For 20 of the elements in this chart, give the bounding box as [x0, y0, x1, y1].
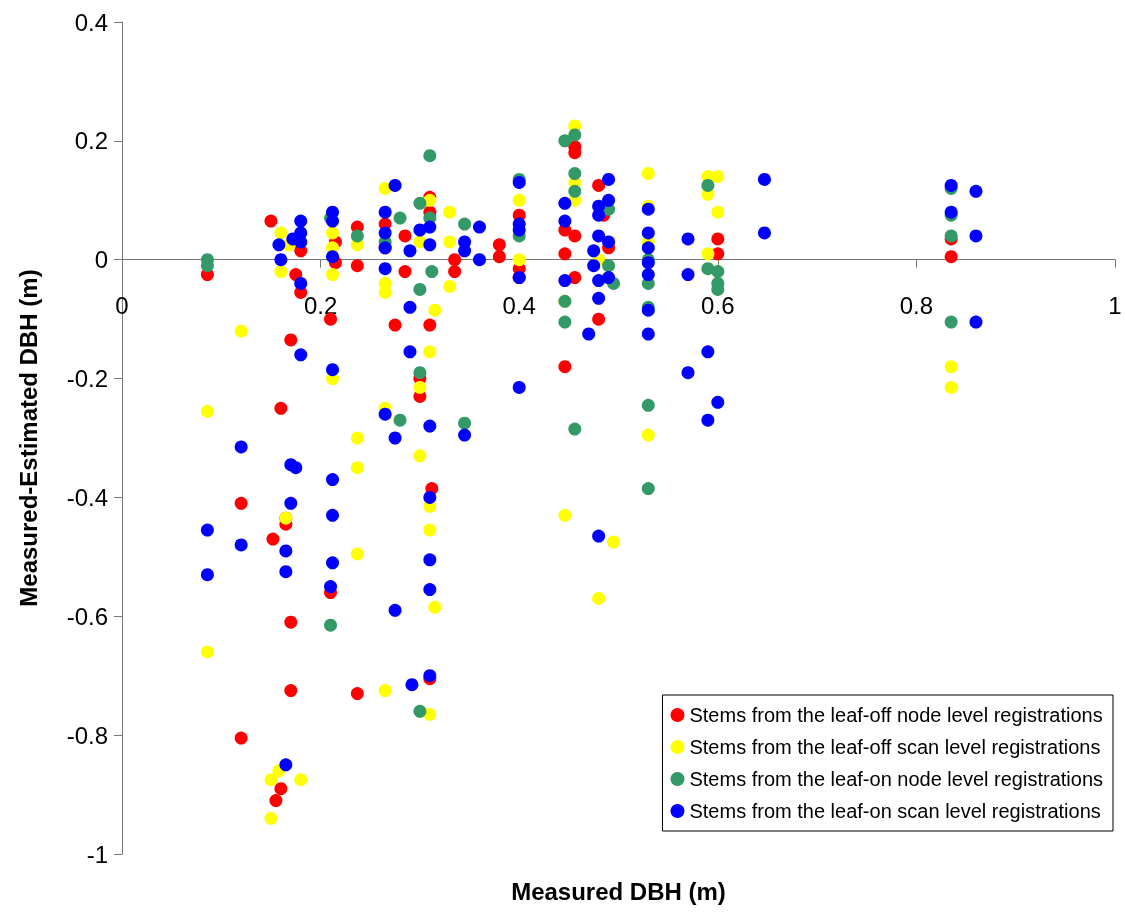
y-tick-label: -0.4	[66, 483, 108, 511]
y-tick-label: 0	[94, 246, 108, 274]
y-tick-label: 0.4	[74, 8, 108, 36]
y-tick-label: -1	[86, 840, 108, 868]
x-tick-label: 0.6	[701, 292, 735, 320]
y-tick-label: -0.8	[66, 721, 108, 749]
legend-label: Stems from the leaf-on scan level registrations	[689, 800, 1101, 822]
x-tick-label: 0	[115, 292, 129, 320]
x-tick-label: 0.4	[502, 292, 536, 320]
x-tick-label: 0.8	[899, 292, 934, 320]
legend-label: Stems from the leaf-on node level registrations	[689, 768, 1104, 790]
y-tick-label: 0.2	[74, 127, 108, 155]
y-axis-title: Measured-Estimated DBH (m)	[14, 269, 42, 607]
y-tick-label: -0.6	[66, 602, 108, 630]
x-axis-title: Measured DBH (m)	[511, 878, 726, 906]
legend-label: Stems from the leaf-off scan level registrations	[689, 736, 1101, 758]
x-tick-label: 1	[1108, 292, 1122, 320]
x-tick-label: 0.2	[303, 292, 338, 320]
legend-label: Stems from the leaf-off node level registrations	[689, 704, 1103, 726]
y-tick-label: -0.2	[66, 365, 108, 393]
